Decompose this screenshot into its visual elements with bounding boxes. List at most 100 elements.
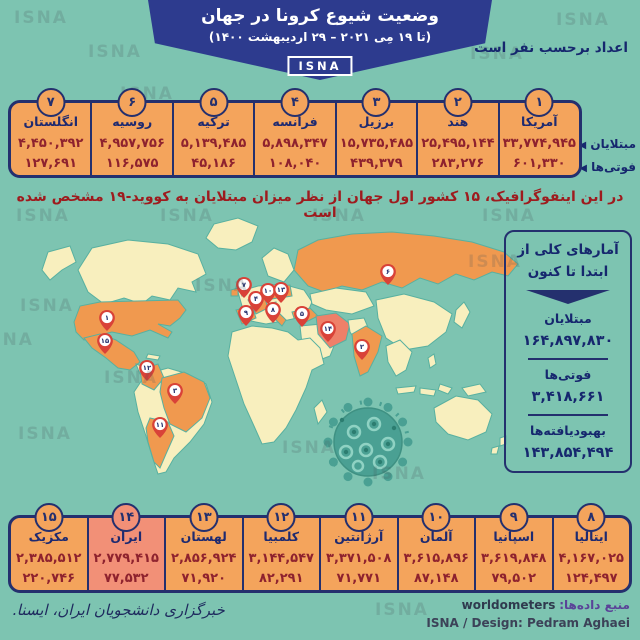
pin-number: ۶ [386, 268, 390, 276]
cases-value: ۳,۶۱۹,۸۴۸ [481, 551, 547, 566]
country-card-russia: ۶ روسیه ۴,۹۵۷,۷۵۶ ۱۱۶,۵۷۵ [90, 88, 171, 175]
rank-badge: ۱۰ [421, 503, 451, 532]
deaths-row-label: فوتی‌ها ◀ [579, 160, 636, 174]
intro-sentence: در این اینفوگرافیک، ۱۵ کشور اول جهان از … [16, 189, 624, 221]
cases-value: ۲,۳۸۵,۵۱۲ [16, 551, 82, 566]
page-title: وضعیت شیوع کرونا در جهان [201, 6, 439, 26]
pin-number: ۱۱ [156, 421, 164, 429]
rank-badge: ۱۲ [266, 503, 296, 532]
rank-badge: ۲ [443, 88, 473, 117]
arrow-left-icon: ◀ [579, 163, 587, 174]
divider [528, 358, 608, 361]
cases-value: ۴,۱۶۷,۰۲۵ [558, 551, 624, 566]
rank-badge: ۵ [199, 88, 229, 117]
country-card-usa: ۱ آمریکا ۳۳,۷۷۴,۹۴۵ ۶۰۱,۳۳۰ [497, 88, 579, 175]
isna-watermark: ISNA [14, 8, 68, 28]
country-name: مکزیک [28, 529, 69, 544]
divider [528, 414, 608, 417]
cases-value: ۲۵,۴۹۵,۱۴۴ [421, 136, 495, 151]
country-card-colombia: ۱۲ کلمبیا ۳,۱۴۴,۵۴۷ ۸۲,۲۹۱ [241, 503, 320, 590]
country-name: لهستان [180, 529, 227, 544]
map-pin-mexico: ۱۵ [97, 333, 113, 354]
top-country-row: ۱ آمریکا ۳۳,۷۷۴,۹۴۵ ۶۰۱,۳۳۰ ۲ هند ۲۵,۴۹۵… [8, 88, 582, 178]
rank-badge: ۶ [117, 88, 147, 117]
world-map-svg [41, 217, 519, 487]
data-source-label: منبع داده‌ها: [559, 598, 630, 612]
cases-value: ۳,۳۷۱,۵۰۸ [326, 551, 392, 566]
map-pin-germany: ۱۰ [260, 283, 276, 304]
pin-number: ۱۰ [264, 287, 272, 295]
totals-recovered-value: ۱۴۳,۸۵۴,۴۹۴ [522, 445, 614, 462]
pin-number: ۱۵ [101, 337, 109, 345]
cases-value: ۳,۱۴۴,۵۴۷ [248, 551, 314, 566]
map-pin-italy: ۸ [265, 302, 281, 323]
pin-number: ۸ [271, 306, 276, 314]
pin-number: ۱۲ [143, 364, 152, 372]
isna-watermark: ISNA [482, 206, 536, 226]
deaths-value: ۷۹,۵۰۲ [491, 571, 537, 586]
isna-watermark: ISNA [470, 44, 524, 64]
pin-number: ۳ [173, 387, 178, 395]
totals-deaths-label: فوتی‌ها [544, 367, 592, 383]
date-range: (تا ۱۹ مِی ۲۰۲۱ – ۲۹ اردیبهشت ۱۴۰۰) [208, 30, 432, 44]
deaths-value: ۲۲۰,۷۴۶ [22, 571, 76, 586]
bottom-country-row: ۸ ایتالیا ۴,۱۶۷,۰۲۵ ۱۲۴,۴۹۷ ۹ اسپانیا ۳,… [8, 503, 632, 593]
country-card-germany: ۱۰ آلمان ۳,۶۱۵,۸۹۶ ۸۷,۱۴۸ [396, 503, 475, 590]
map-pin-argentina: ۱۱ [152, 417, 168, 438]
cases-value: ۱۵,۷۳۵,۴۸۵ [339, 136, 414, 151]
country-name: فرانسه [272, 114, 318, 129]
map-pin-iran: ۱۴ [320, 321, 336, 342]
totals-cases-label: مبتلایان [544, 311, 592, 327]
country-card-france: ۴ فرانسه ۵,۸۹۸,۳۴۷ ۱۰۸,۰۴۰ [253, 88, 334, 175]
pin-number: ۲ [360, 343, 365, 351]
cases-value: ۴,۴۵۰,۳۹۲ [18, 136, 84, 151]
totals-recovered-label: بهبودیافته‌ها [530, 423, 606, 439]
deaths-value: ۴۳۹,۳۷۹ [350, 156, 403, 171]
deaths-value: ۷۱,۷۷۱ [336, 571, 382, 586]
cases-value: ۵,۱۳۹,۴۸۵ [180, 136, 247, 151]
cases-value: ۴,۹۵۷,۷۵۶ [99, 136, 165, 151]
unit-note: اعداد برحسب نفر است [474, 40, 628, 56]
deaths-value: ۸۲,۲۹۱ [258, 571, 304, 586]
map-pin-france: ۴ [248, 291, 264, 312]
rank-badge: ۴ [280, 88, 310, 117]
country-card-brazil: ۳ برزیل ۱۵,۷۳۵,۴۸۵ ۴۳۹,۳۷۹ [334, 88, 416, 175]
deaths-value: ۱۰۸,۰۴۰ [268, 156, 322, 171]
map-pin-colombia: ۱۲ [139, 360, 155, 381]
country-card-argentina: ۱۱ آرژانتین ۳,۳۷۱,۵۰۸ ۷۱,۷۷۱ [319, 503, 397, 590]
isna-logo: ISNA [287, 56, 353, 76]
totals-deaths-value: ۳,۴۱۸,۶۶۱ [531, 389, 605, 406]
country-name: روسیه [112, 114, 153, 129]
pin-number: ۱ [105, 314, 109, 322]
pin-number: ۷ [242, 281, 247, 289]
isna-watermark: ISNA [18, 424, 72, 444]
deaths-label-text: فوتی‌ها [591, 160, 636, 174]
isna-watermark: ISNA [312, 206, 366, 226]
country-card-india: ۲ هند ۲۵,۴۹۵,۱۴۴ ۲۸۳,۲۷۶ [416, 88, 497, 175]
map-pin-uk: ۷ [236, 277, 252, 298]
world-map: ۱ ۲ ۳ ۴ ۵ ۶ ۷ ۸ ۹ ۱۰ ۱۱ ۱۲ ۱۳ ۱۴ ۱۵ [0, 212, 640, 508]
isna-watermark: ISNA [375, 600, 429, 620]
totals-cases-value: ۱۶۴,۸۹۷,۸۳۰ [522, 333, 614, 350]
data-source-value: worldometers [461, 598, 556, 612]
country-name: اسپانیا [493, 529, 535, 544]
isna-watermark: ISNA [0, 330, 34, 350]
totals-title-line2: ابتدا تا کنون [527, 263, 609, 280]
rank-badge: ۱۱ [344, 503, 374, 532]
map-pin-india: ۲ [354, 339, 370, 360]
deaths-value: ۷۷,۵۳۲ [103, 571, 149, 586]
isna-watermark: ISNA [16, 206, 70, 226]
country-name: برزیل [358, 114, 395, 129]
cases-value: ۳,۶۱۵,۸۹۶ [403, 551, 469, 566]
country-card-poland: ۱۳ لهستان ۲,۸۵۶,۹۲۴ ۷۱,۹۲۰ [164, 503, 242, 590]
rank-badge: ۱۴ [111, 503, 141, 532]
deaths-value: ۶۰۱,۳۳۰ [513, 156, 566, 171]
design-credit: ISNA / Design: Pedram Aghaei [426, 616, 630, 630]
isna-watermark: ISNA [160, 206, 214, 226]
triangle-down-icon [526, 290, 610, 305]
deaths-value: ۸۷,۱۴۸ [413, 571, 459, 586]
deaths-value: ۱۱۶,۵۷۵ [105, 156, 159, 171]
isna-watermark: ISNA [104, 368, 158, 388]
country-name: آرژانتین [334, 529, 384, 544]
totals-panel: آمارهای کلی از ابتدا تا کنون مبتلایان ۱۶… [504, 230, 632, 474]
